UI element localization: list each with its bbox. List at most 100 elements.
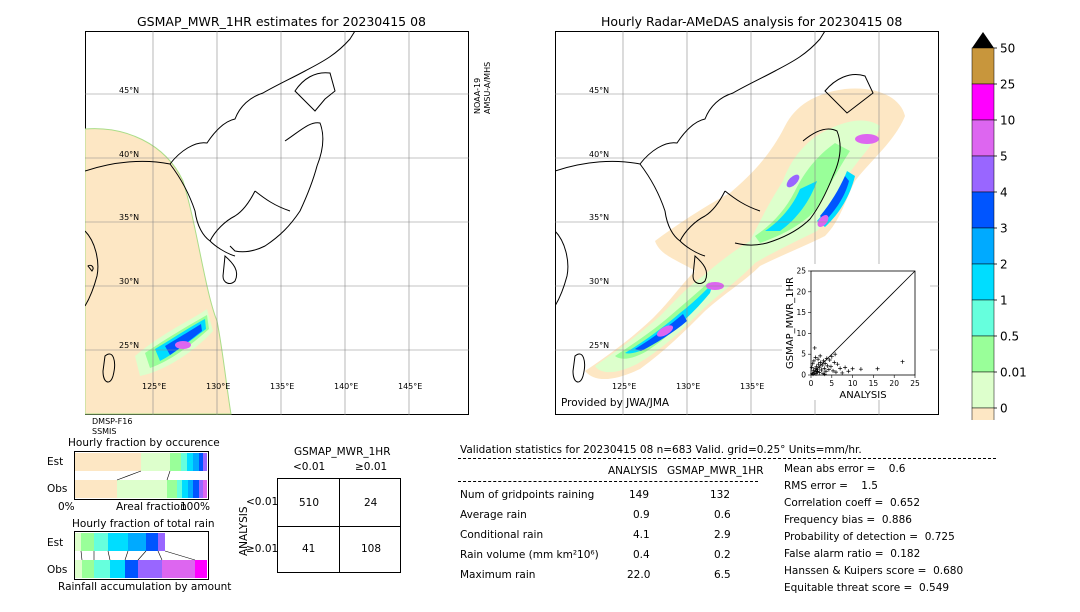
scatter-xtick-label: 25: [910, 379, 920, 388]
left-lon-140: 140°E: [334, 382, 359, 391]
score-mae: Mean abs error = 0.6: [784, 463, 906, 475]
score-correlation: Correlation coeff = 0.652: [784, 497, 920, 509]
scatter-ylabel: GSMAP_MWR_1HR: [785, 277, 796, 369]
colorbar-label: 0.5: [1000, 330, 1019, 344]
scatter-point: [858, 367, 863, 372]
occ-obs-label: Obs: [47, 483, 68, 495]
right-lat-40: 40°N: [589, 150, 610, 159]
colorbar-segment: [971, 371, 995, 409]
colorbar-label: 25: [1000, 78, 1015, 92]
rain-core-5: [786, 174, 800, 188]
sensor-label-bottom-1: DMSP-F16: [92, 417, 133, 426]
scatter-point: [900, 359, 905, 364]
right-lat-25: 25°N: [589, 341, 610, 350]
scatter-point: [826, 367, 831, 372]
contingency-cell-miss: 41: [302, 543, 316, 555]
contingency-row-lt: <0.01: [246, 496, 279, 508]
contingency-grid: 510 24 41 108: [277, 478, 401, 573]
scatter-point: [850, 366, 855, 371]
row-analysis-volume: 0.4: [633, 549, 650, 561]
scatter-point: [831, 368, 836, 373]
row-label-average: Average rain: [460, 509, 527, 521]
colorbar: 50 25 10 5 4 3 2 1 0.5 0.01 0: [971, 32, 1027, 420]
row-gsmap-gridpoints: 132: [710, 489, 731, 501]
sensor-label-bottom-2: SSMIS: [92, 427, 117, 436]
contingency-row-ge: ≥0.01: [246, 543, 279, 555]
score-frequency-bias: Frequency bias = 0.886: [784, 514, 912, 526]
colorbar-label: 10: [1000, 114, 1015, 128]
scatter-xtick-label: 0: [809, 379, 814, 388]
contingency-title: GSMAP_MWR_1HR: [294, 446, 391, 458]
right-lon-130: 130°E: [676, 382, 701, 391]
contingency-col-ge: ≥0.01: [355, 461, 388, 473]
tot-est-label: Est: [47, 537, 64, 549]
scatter-xtick-label: 5: [829, 379, 834, 388]
tot-obs-bar: [75, 560, 207, 578]
scatter-point: [814, 364, 819, 369]
colorbar-label: 0.01: [1000, 366, 1027, 380]
scatter-xtick-label: 15: [869, 379, 879, 388]
scatter-point: [825, 363, 830, 368]
total-rain-bars: [74, 531, 209, 580]
scatter-point: [875, 366, 880, 371]
occurrence-title: Hourly fraction by occurence: [68, 437, 220, 449]
occ-axis-left: 0%: [58, 501, 75, 513]
score-hk: Hanssen & Kuipers score = 0.680: [784, 565, 964, 577]
left-lon-135: 135°E: [270, 382, 295, 391]
colorbar-segment: [971, 299, 995, 337]
colorbar-label: 0: [1000, 402, 1008, 416]
contingency-cell-hit: 108: [361, 543, 382, 555]
row-label-gridpoints: Num of gridpoints raining: [460, 489, 595, 501]
score-rmse: RMS error = 1.5: [784, 480, 878, 492]
colorbar-label: 2: [1000, 258, 1008, 272]
scatter-point: [843, 365, 848, 370]
right-lat-45: 45°N: [589, 86, 610, 95]
left-lon-130: 130°E: [206, 382, 231, 391]
scatter-ytick-label: 20: [796, 287, 806, 296]
contingency-cell-false-alarm: 24: [364, 497, 378, 509]
radar-credit: Provided by JWA/JMA: [561, 397, 670, 409]
left-lon-145: 145°E: [398, 382, 423, 391]
colorbar-segment: [971, 47, 995, 85]
scatter-point: [829, 354, 834, 359]
row-label-conditional: Conditional rain: [460, 529, 544, 541]
rain-core-3: [817, 215, 829, 227]
scatter-point: [833, 352, 838, 357]
sensor-label-right-1: NOAA-19: [473, 77, 482, 114]
rain-core-1: [656, 325, 674, 337]
scatter-point: [816, 357, 821, 362]
rainfall-accumulation-caption: Rainfall accumulation by amount: [58, 581, 232, 593]
occ-obs-bar: [75, 480, 207, 498]
scatter-point: [818, 353, 823, 358]
sensor-label-right-2: AMSU-A/MHS: [483, 61, 492, 114]
scatter-ytick-label: 25: [796, 267, 806, 276]
validation-col-gsmap: GSMAP_MWR_1HR: [667, 465, 764, 477]
right-map-title: Hourly Radar-AMeDAS analysis for 2023041…: [601, 14, 903, 29]
score-pod: Probability of detection = 0.725: [784, 531, 955, 543]
scatter-xlabel: ANALYSIS: [839, 390, 886, 400]
validation-col-analysis: ANALYSIS: [608, 465, 658, 477]
colorbar-label: 1: [1000, 294, 1008, 308]
validation-table-rule: [458, 481, 758, 482]
left-lat-40: 40°N: [119, 150, 140, 159]
scatter-xtick-label: 10: [848, 379, 858, 388]
colorbar-extend-arrow: [972, 32, 994, 48]
occ-est-label: Est: [47, 456, 64, 468]
row-analysis-conditional: 4.1: [633, 529, 650, 541]
scatter-point: [813, 371, 818, 376]
rain-band-blue: [165, 324, 202, 355]
scatter-ytick-label: 5: [801, 350, 806, 359]
validation-header: Validation statistics for 20230415 08 n=…: [460, 444, 862, 456]
scatter-point: [828, 364, 833, 369]
left-map-title: GSMAP_MWR_1HR estimates for 20230415 08: [137, 14, 426, 29]
left-map: [85, 31, 469, 415]
scatter-point: [821, 358, 826, 363]
scatter-point: [810, 361, 815, 366]
occ-est-bar: [75, 453, 207, 471]
colorbar-label: 4: [1000, 186, 1008, 200]
right-lon-125: 125°E: [612, 382, 637, 391]
row-gsmap-average: 0.6: [714, 509, 731, 521]
rain-core-magenta: [175, 341, 191, 349]
scatter-point: [827, 358, 832, 363]
row-analysis-gridpoints: 149: [629, 489, 650, 501]
